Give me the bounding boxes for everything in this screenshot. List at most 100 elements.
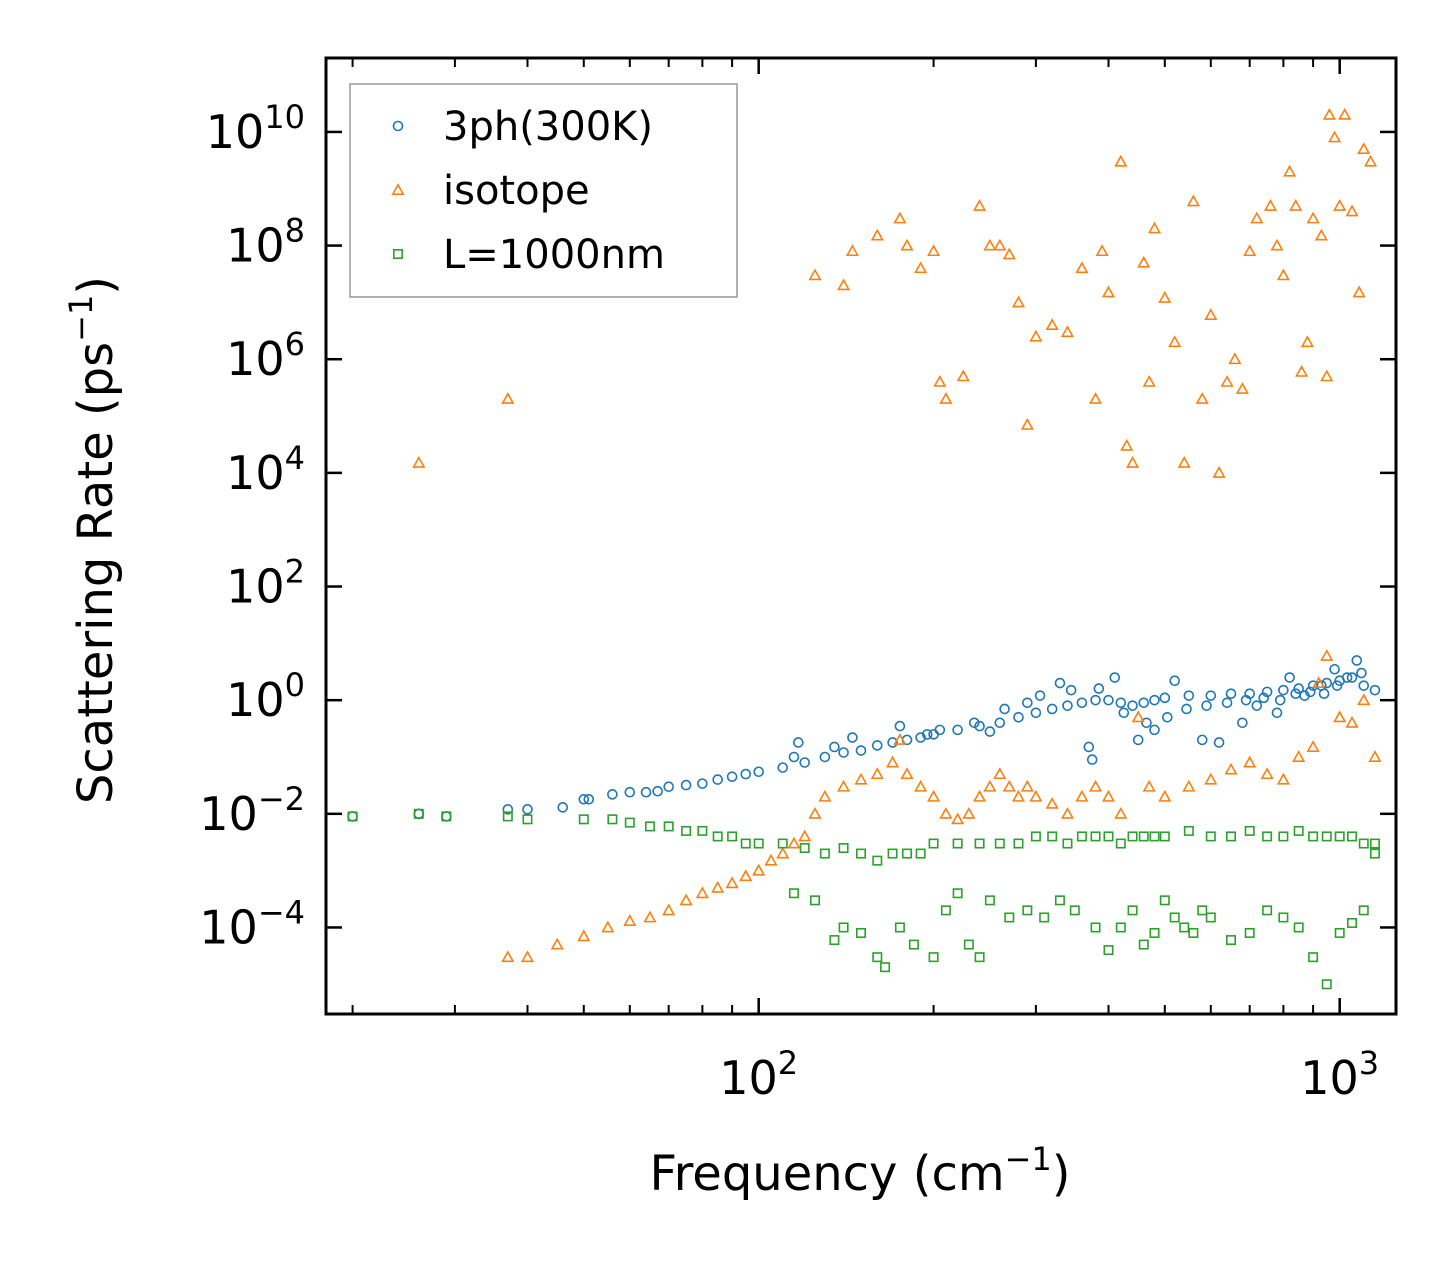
data-point-square [1149, 927, 1160, 938]
data-point-square [1358, 838, 1369, 849]
data-point-circle [1083, 741, 1095, 753]
data-point-circle [607, 789, 618, 800]
y-tick-label: 104 [226, 439, 305, 500]
data-point-triangle [1011, 789, 1026, 802]
data-point-triangle [870, 767, 884, 780]
data-point-square [441, 811, 452, 822]
data-point-circle [793, 737, 804, 748]
data-point-square [727, 831, 738, 842]
data-point-square [681, 825, 692, 836]
data-point-square [1138, 831, 1149, 842]
data-point-circle [1341, 672, 1353, 683]
data-point-square [915, 848, 926, 859]
data-point-triangle [1204, 308, 1218, 320]
minor-ticks [351, 58, 1315, 1014]
data-point-square [1062, 838, 1073, 849]
data-point-triangle [1020, 779, 1034, 792]
data-point-square [1244, 825, 1255, 836]
data-point-triangle [1204, 772, 1218, 785]
data-point-square [777, 838, 788, 849]
data-point-triangle [1142, 779, 1156, 792]
data-point-triangle [893, 733, 907, 745]
y-tick-label: 100 [226, 666, 305, 727]
data-point-triangle [983, 779, 997, 792]
data-point-circle [1149, 694, 1160, 706]
data-point-square [908, 939, 919, 950]
data-point-triangle [1011, 295, 1026, 308]
data-point-triangle [845, 244, 860, 257]
data-point-circle [1346, 672, 1358, 683]
data-point-circle [1356, 667, 1367, 679]
data-point-triangle [1158, 291, 1172, 303]
data-point-square [872, 855, 883, 866]
data-point-triangle [1147, 221, 1162, 234]
data-point-triangle [1182, 779, 1196, 792]
data-point-square [788, 888, 799, 899]
data-point-circle [1293, 683, 1304, 694]
data-point-square [753, 838, 764, 849]
data-point-triangle [808, 268, 822, 281]
data-point-square [502, 811, 513, 822]
data-point-circle [578, 794, 590, 805]
data-point-triangle [601, 920, 615, 933]
legend-marker-triangle [391, 183, 405, 195]
data-point-triangle [983, 238, 997, 251]
data-point-triangle [1088, 779, 1103, 792]
data-point-circle [1304, 686, 1316, 698]
data-point-square [984, 895, 995, 906]
data-point-triangle [1295, 364, 1309, 377]
data-point-triangle [1075, 261, 1089, 274]
data-point-square [1054, 895, 1065, 906]
data-point-circle [887, 737, 898, 748]
data-point-circle [1358, 680, 1370, 691]
data-point-circle [1132, 734, 1144, 746]
data-point-square [1115, 922, 1126, 933]
data-point-triangle [1306, 740, 1320, 752]
data-point-triangle [501, 392, 515, 404]
data-point-circle [1065, 684, 1077, 696]
data-point-triangle [1357, 142, 1371, 154]
data-point-triangle [837, 779, 851, 792]
data-point-square [940, 905, 951, 916]
data-point-square [1321, 831, 1332, 842]
data-point-square [872, 952, 883, 963]
y-tick-label: 10−2 [199, 780, 305, 841]
data-point-circle [1284, 672, 1295, 683]
data-point-triangle [1114, 154, 1128, 167]
data-point-circle [1258, 692, 1270, 704]
data-point-triangle [711, 880, 725, 893]
data-point-square [829, 935, 840, 946]
data-point-triangle [662, 903, 676, 916]
data-point-triangle [1088, 392, 1103, 404]
data-point-triangle [837, 278, 851, 291]
data-point-triangle [1320, 649, 1334, 661]
data-point-triangle [1235, 382, 1249, 394]
data-point-triangle [1312, 676, 1326, 689]
data-point-square [1321, 979, 1332, 990]
data-point-square [740, 838, 751, 849]
data-point-triangle [577, 929, 591, 942]
data-point-circle [984, 726, 996, 737]
x-tick-label: 102 [719, 1044, 798, 1105]
data-point-square [522, 814, 533, 825]
data-point-circle [855, 745, 867, 756]
data-point-triangle [1270, 238, 1284, 251]
data-point-triangle [1250, 211, 1264, 224]
data-point-circle [1181, 703, 1192, 715]
data-point-square [1090, 922, 1101, 933]
data-point-triangle [1131, 710, 1145, 723]
data-point-triangle [739, 869, 753, 882]
data-point-circle [663, 781, 674, 793]
legend-box [349, 83, 738, 298]
data-point-square [855, 927, 866, 938]
data-point-square [1047, 831, 1058, 842]
data-point-square [1022, 905, 1033, 916]
data-point-square [663, 821, 674, 832]
data-point-circle [712, 774, 723, 785]
data-point-circle [847, 732, 858, 743]
data-point-square [928, 838, 939, 849]
data-point-square [1069, 905, 1080, 916]
data-point-triangle [764, 853, 778, 866]
data-point-circle [999, 703, 1010, 715]
data-point-square [1244, 927, 1255, 938]
